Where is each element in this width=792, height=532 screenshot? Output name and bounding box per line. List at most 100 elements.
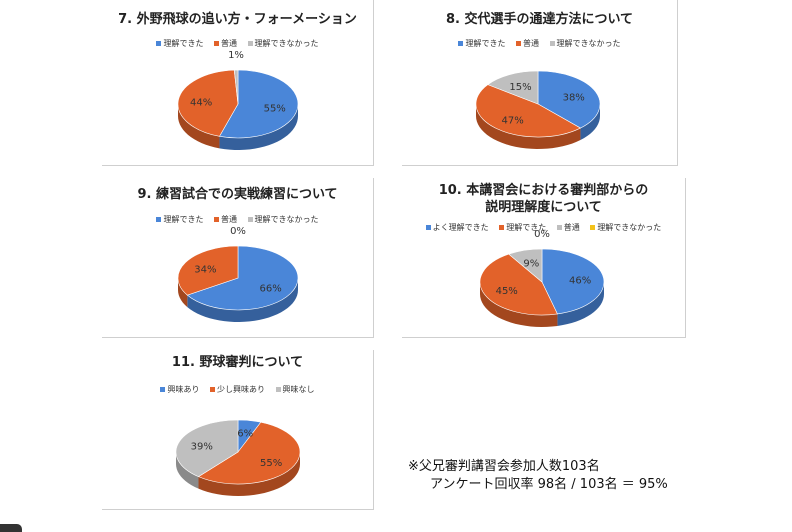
pie-slice — [218, 69, 299, 139]
pie-chart: 46% 45% 9% 0% — [479, 229, 605, 327]
pie-slice — [487, 70, 539, 105]
chart-title-line: 7. 外野飛球の追い方・フォーメーション — [118, 12, 357, 27]
legend-swatch — [556, 225, 562, 230]
legend-label: 理解できなかった — [597, 223, 662, 232]
legend-swatch — [549, 41, 555, 46]
legend-swatch — [156, 41, 162, 46]
legend-label: 普通 — [221, 39, 237, 48]
legend-label: 少し興味あり — [217, 385, 265, 394]
legend-item: 理解できた — [156, 38, 203, 49]
footnote-line-2: アンケート回収率 98名 / 103名 ＝ 95% — [430, 477, 668, 492]
legend-label: 興味あり — [167, 385, 200, 394]
pie-slice-side — [219, 104, 298, 150]
pie-data-label: 44% — [190, 97, 212, 108]
chart-title-line: 10. 本講習会における審判部からの — [438, 183, 649, 198]
chart-title: 8. 交代選手の通達方法について — [402, 11, 677, 28]
pie-data-label: 0% — [534, 229, 550, 240]
legend-swatch — [247, 217, 253, 222]
chart-title-line: 説明理解度について — [485, 200, 602, 215]
legend-swatch — [210, 387, 215, 392]
pie-data-label: 55% — [260, 458, 282, 469]
pie-slice — [175, 419, 239, 477]
pie-data-label: 38% — [563, 93, 585, 104]
footnote: ※父兄審判講習会参加人数103名 アンケート回収率 98名 / 103名 ＝ 9… — [408, 458, 668, 494]
pie-slice-side — [176, 452, 199, 489]
pie-data-label: 46% — [569, 275, 591, 286]
chart-title: 9. 練習試合での実戦練習について — [102, 186, 373, 203]
chart-card-11: 11. 野球審判について 興味あり 少し興味あり 興味なし 6% 55% 39% — [102, 350, 374, 510]
pie-data-label: 0% — [230, 226, 246, 237]
legend-swatch — [499, 225, 505, 230]
pie-data-label: 34% — [194, 264, 216, 275]
pie-data-label: 47% — [501, 115, 523, 126]
pie-data-label: 15% — [509, 82, 531, 93]
chart-title: 11. 野球審判について — [102, 354, 373, 371]
pie-slice — [197, 421, 301, 485]
chart-legend: 理解できた 普通 理解できなかった — [402, 38, 677, 49]
chart-title: 7. 外野飛球の追い方・フォーメーション — [102, 11, 373, 28]
pie-data-label: 55% — [264, 103, 286, 114]
pie-slice — [177, 69, 239, 137]
legend-item: 普通 — [556, 222, 580, 233]
footnote-line-1: ※父兄審判講習会参加人数103名 — [408, 459, 600, 474]
legend-item: 興味あり — [160, 384, 199, 395]
pie-slice — [479, 253, 558, 316]
pie-slice-side — [476, 104, 581, 149]
legend-label: 理解できた — [506, 223, 547, 232]
legend-item: 理解できなかった — [590, 222, 661, 233]
pie-slice — [233, 69, 239, 105]
pie-data-label: 6% — [237, 429, 253, 440]
legend-swatch — [458, 41, 464, 46]
pie-chart: 66% 34% 0% — [177, 226, 299, 322]
legend-swatch — [425, 225, 431, 230]
legend-item: 理解できた — [156, 214, 203, 225]
chart-card-9: 9. 練習試合での実戦練習について 理解できた 普通 理解できなかった 66% 3… — [102, 178, 374, 338]
pie-slice-side — [187, 278, 298, 322]
pie-slice — [475, 84, 582, 138]
pie-slice-side — [178, 104, 220, 149]
pie-slice-side — [178, 278, 188, 308]
chart-card-8: 8. 交代選手の通達方法について 理解できた 普通 理解できなかった 38% 47… — [402, 0, 678, 166]
legend-label: 興味なし — [282, 385, 315, 394]
legend-item: 理解できなかった — [549, 38, 621, 49]
chart-legend: よく理解できた 理解できた 普通 理解できなかった — [402, 222, 685, 233]
legend-item: 少し興味あり — [210, 384, 265, 395]
legend-item: 理解できなかった — [247, 214, 319, 225]
legend-item: 興味なし — [275, 384, 315, 395]
pie-chart: 6% 55% 39% — [175, 419, 301, 496]
legend-label: 理解できなかった — [556, 39, 621, 48]
legend-label: 普通 — [523, 39, 539, 48]
legend-swatch — [214, 217, 219, 222]
pie-slice — [541, 248, 605, 315]
chart-title: 10. 本講習会における審判部からの 説明理解度について — [402, 182, 685, 216]
legend-item: 理解できた — [458, 38, 505, 49]
legend-item: 理解できなかった — [247, 38, 319, 49]
chart-card-7: 7. 外野飛球の追い方・フォーメーション 理解できた 普通 理解できなかった 5… — [102, 0, 374, 166]
chart-title-line: 8. 交代選手の通達方法について — [445, 12, 634, 27]
pie-chart: 55% 44% 1% — [177, 50, 299, 150]
legend-item: 理解できた — [499, 222, 546, 233]
page-corner-mark — [0, 524, 22, 532]
legend-swatch — [516, 41, 521, 46]
pie-chart: 38% 47% 15% — [475, 70, 601, 149]
legend-label: 普通 — [221, 215, 237, 224]
legend-swatch — [156, 217, 162, 222]
pie-slice-side — [480, 282, 558, 327]
legend-item: 普通 — [516, 38, 539, 49]
chart-legend: 理解できた 普通 理解できなかった — [102, 38, 373, 49]
pie-data-label: 66% — [259, 284, 281, 295]
legend-swatch — [214, 41, 219, 46]
pie-slice — [177, 245, 239, 296]
pie-data-label: 45% — [496, 286, 518, 297]
pie-data-label: 39% — [191, 441, 213, 452]
legend-item: よく理解できた — [425, 222, 489, 233]
legend-swatch — [247, 41, 253, 46]
chart-title-line: 11. 野球審判について — [171, 355, 304, 370]
pie-slice — [537, 70, 601, 129]
pie-slice-side — [198, 452, 300, 496]
pie-data-label: 9% — [523, 258, 539, 269]
legend-item: 普通 — [214, 214, 237, 225]
pie-slice-side — [557, 282, 604, 326]
legend-label: 理解できた — [163, 215, 204, 224]
legend-swatch — [590, 225, 596, 230]
